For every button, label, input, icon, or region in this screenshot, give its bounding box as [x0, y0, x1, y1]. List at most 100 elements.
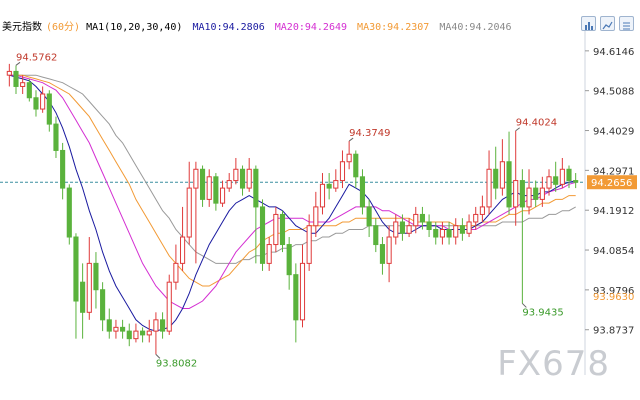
legend-ma20: MA20:94.2649 [274, 22, 348, 33]
ma-line-ma10 [9, 74, 576, 332]
legend-period: (60分) [46, 22, 81, 33]
candle-body [486, 168, 492, 208]
candle-body [166, 281, 172, 332]
candle [160, 312, 166, 339]
candle-body [319, 183, 326, 208]
candle [366, 199, 372, 238]
candle-body [453, 225, 459, 238]
candle-body [546, 176, 552, 189]
candle [406, 218, 412, 238]
candle-body [46, 93, 52, 125]
candle-body [286, 244, 292, 276]
candle-body [399, 221, 406, 234]
low-annotation: 93.9435 [522, 307, 563, 318]
candle [439, 221, 445, 245]
candle [433, 221, 439, 245]
candle-body [259, 206, 266, 264]
candle [40, 86, 46, 113]
legend-title: 美元指数 [2, 22, 42, 33]
high-annotation: 94.4024 [516, 118, 557, 129]
candle [120, 319, 126, 339]
y-tick-label: 94.1912 [593, 206, 634, 217]
ma-value-tag: 93.9630 [593, 292, 634, 303]
candle-body [466, 221, 472, 234]
candle [199, 165, 206, 207]
candle [33, 90, 39, 117]
candle-body [80, 281, 86, 313]
candle [126, 323, 132, 347]
candle [259, 199, 266, 271]
candle [453, 218, 459, 245]
annotation-leader [155, 354, 161, 359]
candle-body [40, 93, 46, 110]
candle-body [359, 176, 366, 208]
legend-ma-label: MA1(10,20,30,40) [86, 22, 183, 33]
candle [426, 214, 432, 238]
candle [386, 225, 392, 283]
candle [519, 169, 525, 304]
candle [319, 173, 326, 215]
y-tick-label: 94.5088 [593, 87, 634, 98]
candle-body [219, 187, 226, 204]
candle-body [326, 183, 332, 189]
chart-type-icon[interactable] [600, 16, 615, 31]
candle-body [419, 213, 425, 223]
candle [46, 90, 52, 132]
y-tick-label: 94.0854 [593, 246, 634, 257]
candle-body [73, 236, 79, 302]
legend-ma10: MA10:94.2806 [192, 22, 265, 33]
candle [513, 130, 519, 226]
candle-body [493, 168, 499, 189]
candle-body [439, 228, 445, 238]
candle [379, 237, 386, 275]
candle [100, 282, 106, 332]
candle [26, 78, 32, 102]
candle [446, 221, 452, 245]
bar-chart-icon[interactable] [581, 16, 596, 31]
candle-body [186, 187, 192, 238]
candle-body [246, 168, 252, 189]
y-axis: 94.6146 94.5088 94.4029 94.2971 94.1912 94.08… [584, 22, 637, 375]
candle-body [306, 225, 312, 264]
candle-body [193, 168, 199, 189]
candle-body [473, 213, 479, 223]
candle-body [346, 153, 352, 163]
candle-body [160, 319, 166, 332]
candle [66, 184, 72, 245]
candle-body [406, 225, 412, 234]
candle [93, 252, 99, 309]
current-price-tag [587, 175, 637, 190]
candle-body [106, 319, 112, 332]
candle-body [293, 274, 299, 321]
candle [539, 176, 545, 207]
candle [106, 308, 112, 339]
candle-body [386, 236, 392, 264]
candle [506, 131, 512, 215]
candle [206, 169, 212, 207]
candle-body [379, 244, 386, 264]
candle-body [140, 330, 146, 336]
candle-body [273, 213, 279, 246]
candle-body [313, 206, 319, 227]
candle [133, 323, 139, 343]
high-annotation: 94.5762 [16, 52, 57, 63]
candle [53, 116, 59, 158]
candle [333, 169, 339, 192]
candle [73, 233, 79, 339]
candle-body [339, 161, 346, 182]
settings-icon[interactable] [619, 16, 634, 31]
candle-body [6, 70, 12, 76]
candle [219, 180, 226, 207]
candle-body [559, 168, 565, 185]
candle-body [26, 82, 32, 99]
candle [146, 319, 152, 343]
candle [293, 263, 299, 343]
candle-body [279, 213, 286, 246]
candle-body [506, 161, 512, 208]
low-annotation: 93.8082 [156, 358, 197, 369]
candle [113, 319, 119, 339]
candle-body [20, 82, 26, 87]
candle-body [499, 161, 505, 189]
candle [80, 263, 86, 339]
